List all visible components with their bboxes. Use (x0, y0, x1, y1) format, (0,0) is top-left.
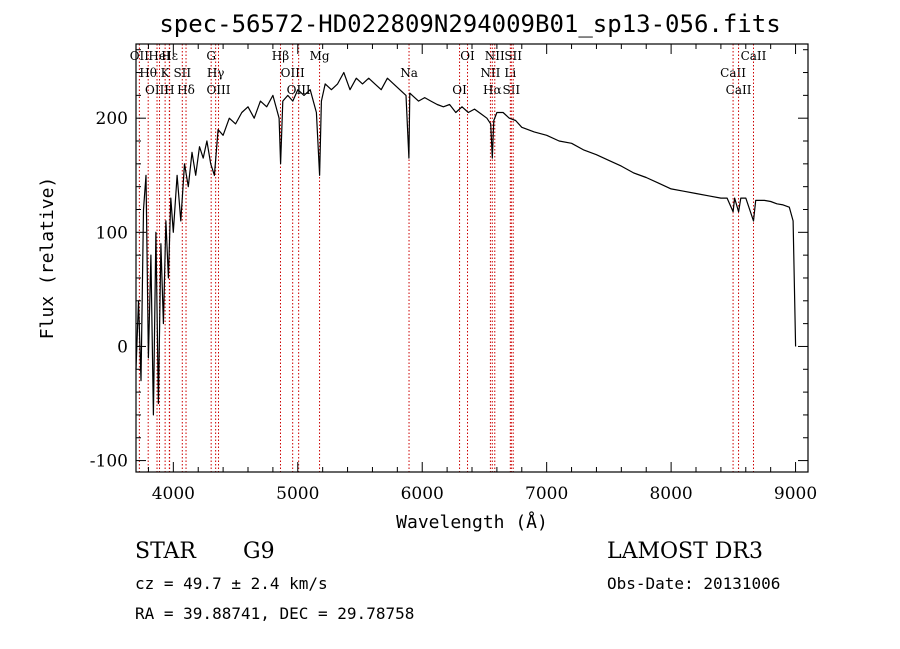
spectrum-series-line (135, 71, 797, 416)
spectral-line-label: Hθ (139, 66, 157, 80)
spectral-line-label: OIII (281, 66, 305, 80)
x-tick-label: 8000 (649, 484, 692, 504)
spectral-lines-layer: OIIHθOIIIHeIKHHεSIIHδGHγOIIIHβOIIIOIIIMg… (130, 44, 767, 472)
spectral-line-label: NII (485, 49, 505, 63)
x-tick-label: 6000 (401, 484, 444, 504)
spectral-line-label: Hε (161, 49, 178, 63)
spectral-line-label: Hδ (177, 83, 195, 97)
spectral-line-label: Hβ (272, 49, 289, 63)
spectral-line-label: OI (452, 83, 467, 97)
redshift-value: cz = 49.7 ± 2.4 km/s (135, 574, 328, 593)
spectral-line-label: SII (504, 49, 522, 63)
survey-name: LAMOST DR3 (607, 539, 763, 564)
axis-ticks-layer: 4000 5000 6000 7000 8000 9000 -100 0 100 200 (90, 44, 817, 504)
object-class: STAR (135, 539, 196, 564)
spectral-line-label: Na (400, 66, 418, 80)
x-tick-label: 7000 (525, 484, 568, 504)
spectral-line-label: K (161, 66, 171, 80)
spectral-line-label: Li (504, 66, 516, 80)
spectral-line-label: G (206, 49, 216, 63)
y-tick-label: 0 (117, 337, 128, 357)
chart-title: spec-56572-HD022809N294009B01_sp13-056.f… (159, 10, 780, 38)
spectral-line-label: SII (173, 66, 191, 80)
y-axis-label: Flux (relative) (37, 177, 58, 340)
object-subclass: G9 (243, 539, 275, 564)
spectrum-layer (135, 71, 797, 416)
y-tick-label: 100 (96, 223, 128, 243)
spectral-line-label: OII (130, 49, 150, 63)
plot-frame (135, 43, 809, 473)
spectral-line-label: OIII (206, 83, 230, 97)
y-tick-label: -100 (90, 452, 128, 472)
spectral-line-label: Mg (310, 49, 330, 63)
spectral-line-label: CaII (720, 66, 746, 80)
spectral-line-label: Hα (483, 83, 502, 97)
spectral-line-label: Hγ (207, 66, 225, 80)
spectral-line-label: CaII (726, 83, 752, 97)
spectral-line-label: SII (502, 83, 520, 97)
coordinates: RA = 39.88741, DEC = 29.78758 (135, 604, 415, 623)
x-tick-label: 4000 (152, 484, 195, 504)
y-tick-label: 200 (96, 109, 128, 129)
spectral-line-label: OI (460, 49, 475, 63)
x-axis-label: Wavelength (Å) (396, 511, 548, 533)
spectral-line-label: CaII (741, 49, 767, 63)
x-tick-label: 5000 (276, 484, 319, 504)
spectral-line-label: NII (480, 66, 500, 80)
x-tick-label: 9000 (774, 484, 817, 504)
spectral-line-label: OIII (145, 83, 169, 97)
observation-date: Obs-Date: 20131006 (607, 574, 781, 593)
